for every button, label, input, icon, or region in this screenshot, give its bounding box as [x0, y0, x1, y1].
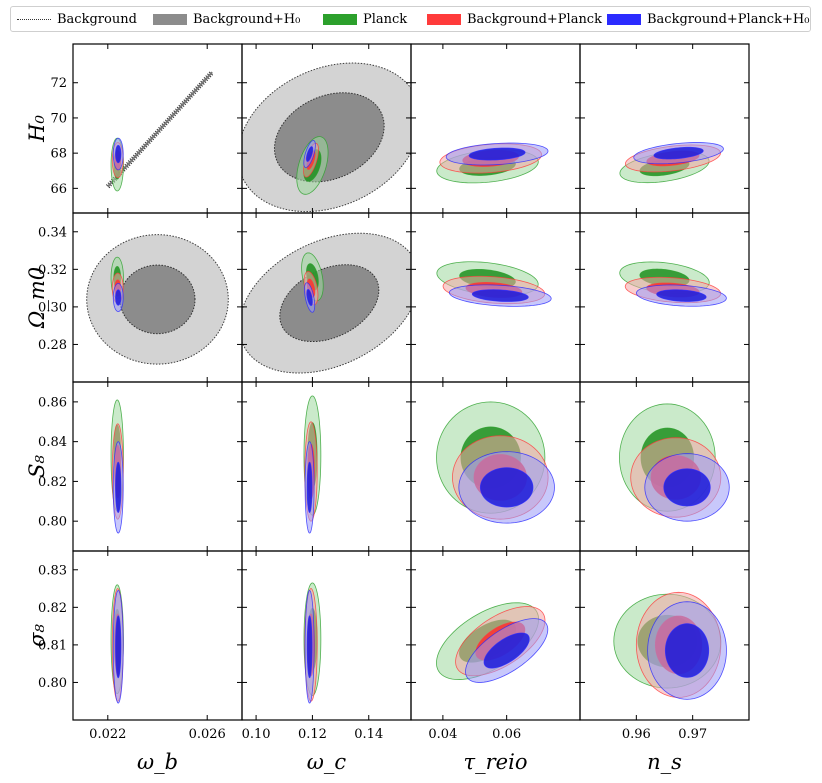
contour-68	[115, 144, 122, 164]
y-tick-label: 0.86	[38, 395, 67, 410]
panel-frame	[579, 550, 750, 721]
panel-S8-omega_b	[73, 382, 242, 551]
y-tick-label: 0.82	[38, 601, 67, 616]
y-axis-title: Ω_m0	[25, 267, 49, 329]
legend-swatch	[153, 13, 187, 25]
x-tick-label: 0.026	[189, 727, 226, 742]
legend-label: Background+H₀	[193, 11, 301, 27]
legend-label: Background+Planck+H₀	[647, 11, 810, 27]
legend-label: Planck	[363, 11, 408, 27]
contour-68	[306, 461, 313, 513]
panel-sigma8-omega_c	[242, 551, 411, 720]
legend-item: Background+H₀	[153, 7, 300, 31]
y-axis-title: σ₈	[25, 624, 49, 647]
contour-68	[663, 468, 711, 507]
y-tick-label: 0.32	[38, 263, 67, 278]
contour-68	[483, 632, 530, 669]
y-tick-label: 70	[50, 111, 67, 126]
legend-item: Background+Planck	[427, 7, 602, 31]
y-tick-label: 72	[50, 76, 67, 91]
y-tick-label: 0.34	[38, 225, 67, 240]
contour-68	[306, 615, 313, 679]
x-axis-title: ω_b	[137, 750, 178, 774]
contour-line-core	[107, 71, 213, 188]
panel-H0-tau_reio	[411, 44, 580, 213]
legend-swatch	[607, 13, 641, 25]
contour-68	[115, 615, 122, 679]
y-axis-title: S₈	[25, 455, 49, 478]
contour-68	[119, 264, 196, 335]
legend-item: Background+Planck+H₀	[607, 7, 809, 31]
panel-H0-omega_b	[73, 44, 242, 213]
x-tick-label: 0.12	[298, 727, 327, 742]
contour-68	[468, 147, 526, 161]
y-tick-label: 0.80	[38, 676, 67, 691]
legend-swatch	[427, 13, 461, 25]
contour-68	[306, 288, 313, 307]
contour-68	[653, 146, 704, 160]
x-tick-label: 0.96	[622, 727, 651, 742]
panel-H0-n_s	[580, 44, 749, 213]
x-tick-label: 0.14	[354, 727, 383, 742]
contour-68	[664, 623, 710, 678]
y-axis-title: H₀	[25, 115, 49, 143]
contour-68	[115, 461, 122, 513]
legend-label: Background	[57, 11, 137, 27]
contour-68	[479, 467, 534, 508]
y-tick-label: 0.81	[38, 638, 67, 653]
contour-68	[471, 289, 529, 302]
y-tick-label: 0.84	[38, 435, 67, 450]
legend-swatch	[17, 18, 51, 20]
legend-item: Background	[17, 7, 137, 31]
legend-swatch	[323, 13, 357, 25]
legend-item: Planck	[323, 7, 407, 31]
x-axis-title: τ_reio	[464, 750, 528, 774]
y-tick-label: 0.28	[38, 338, 67, 353]
series-0	[105, 70, 215, 189]
x-tick-label: 0.97	[678, 727, 707, 742]
x-tick-label: 0.04	[428, 727, 457, 742]
x-tick-label: 0.022	[89, 727, 126, 742]
panel-S8-omega_c	[242, 382, 411, 551]
y-tick-label: 68	[50, 147, 67, 162]
contour-68	[306, 146, 314, 162]
x-axis-title: n_s	[647, 750, 682, 774]
y-tick-label: 66	[50, 182, 67, 197]
y-tick-label: 0.30	[38, 300, 67, 315]
x-tick-label: 0.06	[492, 727, 521, 742]
x-tick-label: 0.10	[242, 727, 271, 742]
legend: Background Background+H₀ Planck Background+…	[10, 6, 811, 32]
y-tick-label: 0.82	[38, 475, 67, 490]
x-axis-title: ω_c	[307, 750, 347, 774]
y-tick-label: 0.80	[38, 515, 67, 530]
contour-68	[115, 289, 122, 306]
series-4	[112, 137, 730, 704]
y-tick-label: 0.83	[38, 563, 67, 578]
panel-sigma8-omega_b	[73, 551, 242, 720]
contour-68	[656, 289, 707, 302]
legend-label: Background+Planck	[467, 11, 602, 27]
